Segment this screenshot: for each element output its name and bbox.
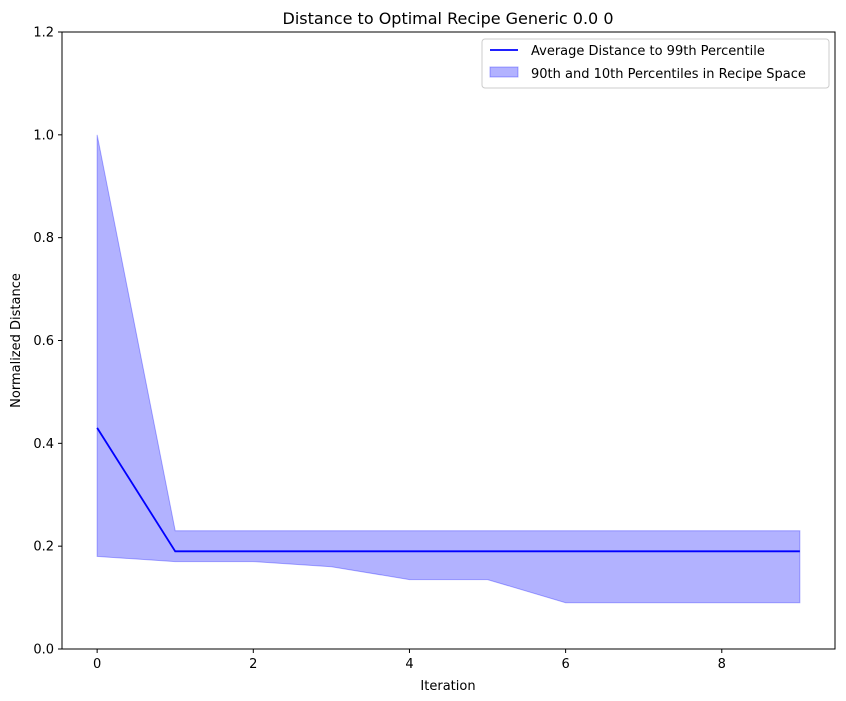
x-tick-label: 4 xyxy=(405,657,413,672)
legend-entry-band: 90th and 10th Percentiles in Recipe Spac… xyxy=(531,67,806,82)
y-axis-ticks: 0.0 0.2 0.4 0.6 0.8 1.0 1.2 xyxy=(33,26,62,658)
chart-title: Distance to Optimal Recipe Generic 0.0 0 xyxy=(283,9,614,28)
percentile-band xyxy=(96,134,801,604)
legend-box xyxy=(481,38,830,89)
x-axis-ticks: 0 2 4 6 8 xyxy=(93,649,726,672)
legend-entry-line: Average Distance to 99th Percentile xyxy=(531,44,765,59)
y-tick-label: 0.2 xyxy=(33,540,54,555)
y-tick-label: 0.4 xyxy=(33,437,54,452)
x-tick-label: 0 xyxy=(93,657,101,672)
x-tick-label: 6 xyxy=(561,657,569,672)
legend: Average Distance to 99th Percentile 90th… xyxy=(481,38,830,89)
y-tick-label: 1.2 xyxy=(33,26,54,41)
x-axis-label: Iteration xyxy=(420,679,475,694)
x-tick-label: 8 xyxy=(718,657,726,672)
band-layer xyxy=(96,134,801,604)
plot-area xyxy=(61,31,836,650)
y-tick-label: 0.8 xyxy=(33,231,54,246)
x-tick-label: 2 xyxy=(249,657,257,672)
y-tick-label: 0.6 xyxy=(33,334,54,349)
y-tick-label: 1.0 xyxy=(33,128,54,143)
line-layer xyxy=(96,427,800,553)
y-tick-label: 0.0 xyxy=(33,643,54,658)
legend-band-swatch xyxy=(489,66,519,78)
average-distance-line xyxy=(96,427,800,553)
y-axis-label: Normalized Distance xyxy=(9,273,24,408)
